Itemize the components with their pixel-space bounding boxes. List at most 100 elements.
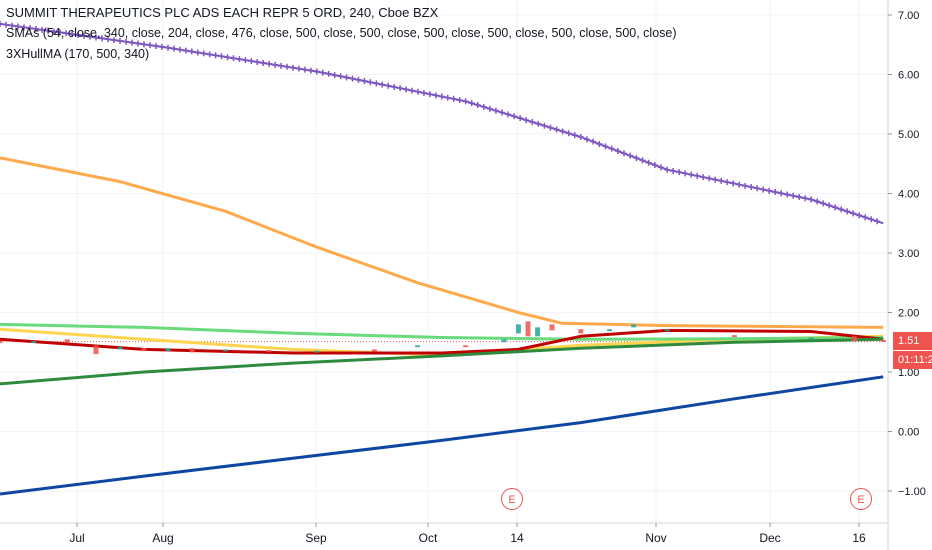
candle[interactable] <box>64 339 70 343</box>
series-cross-marker <box>414 88 421 95</box>
series-cross-marker <box>444 94 451 101</box>
series-cross-marker <box>547 124 554 131</box>
time-axis-label[interactable]: Nov <box>645 531 666 545</box>
time-axis-label[interactable]: Jul <box>69 531 84 545</box>
series-cross-marker <box>682 170 689 177</box>
time-axis-label[interactable]: Oct <box>419 531 438 545</box>
price-axis-label[interactable]: 2.00 <box>898 308 919 320</box>
candle[interactable] <box>549 324 555 331</box>
series-cross-marker <box>200 50 207 57</box>
series-cross-marker <box>492 107 499 114</box>
series-cross-marker <box>633 155 640 162</box>
time-axis-label[interactable]: Aug <box>152 531 173 545</box>
time-axis-label[interactable]: Dec <box>759 531 780 545</box>
candle[interactable] <box>93 345 99 355</box>
earnings-marker-oct[interactable]: E <box>501 488 523 510</box>
series-cross-marker <box>278 62 285 69</box>
last-price-tag: 1.51 <box>893 332 932 350</box>
price-axis-label[interactable]: 7.00 <box>898 10 919 22</box>
candle[interactable] <box>223 349 229 352</box>
series-cross-marker <box>403 86 410 93</box>
candle[interactable] <box>880 339 886 342</box>
series-cross-marker <box>844 208 851 215</box>
candle[interactable] <box>165 348 171 352</box>
price-axis-label[interactable]: 5.00 <box>898 129 919 141</box>
price-axis-label[interactable]: 4.00 <box>898 189 919 201</box>
series-line-1[interactable] <box>0 156 884 329</box>
candle[interactable] <box>463 345 469 348</box>
series-cross-marker <box>409 87 416 94</box>
candle[interactable] <box>578 329 584 334</box>
price-axis-label[interactable]: 0.00 <box>898 427 919 439</box>
series-cross-marker <box>608 145 615 152</box>
series-cross-marker <box>664 166 671 173</box>
series-cross-marker <box>218 53 225 60</box>
series-cross-marker <box>486 105 493 112</box>
price-axis-label[interactable]: 1.00 <box>898 367 919 379</box>
series-cross-marker <box>426 91 433 98</box>
earnings-marker-dec[interactable]: E <box>850 488 872 510</box>
time-axis-label[interactable]: 14 <box>510 531 524 545</box>
candle[interactable] <box>607 329 613 332</box>
candle[interactable] <box>851 336 857 342</box>
series-cross-marker <box>874 218 881 225</box>
series-cross-marker <box>450 95 457 102</box>
candle[interactable] <box>808 337 814 340</box>
series-cross-marker <box>188 48 195 55</box>
price-axis-label[interactable]: −1.00 <box>898 486 926 498</box>
series-cross-marker <box>772 189 779 196</box>
sma-indicator-label[interactable]: SMAs (54, close, 340, close, 204, close,… <box>6 26 677 40</box>
time-axis-label[interactable]: 16 <box>852 531 866 545</box>
bar-countdown-tag: 01:11:2 <box>893 351 932 369</box>
candle[interactable] <box>501 339 507 343</box>
series-cross-marker <box>236 56 243 63</box>
series-cross-marker <box>724 179 731 186</box>
hull-ma-indicator-label[interactable]: 3XHullMA (170, 500, 340) <box>6 47 150 61</box>
candle[interactable] <box>0 341 3 344</box>
series-cross-marker <box>718 177 725 184</box>
series-cross-marker <box>99 35 105 42</box>
series-line-5[interactable] <box>0 337 884 386</box>
series-cross-marker <box>313 68 320 75</box>
candle[interactable] <box>117 347 123 350</box>
candle[interactable] <box>371 349 377 352</box>
price-axis-label[interactable]: 3.00 <box>898 248 919 260</box>
series-cross-marker <box>462 98 469 105</box>
candle[interactable] <box>535 327 541 337</box>
series-cross-marker <box>505 111 512 118</box>
candle[interactable] <box>415 345 421 348</box>
candle[interactable] <box>525 321 531 337</box>
series-cross-marker <box>117 37 123 44</box>
candle[interactable] <box>141 348 147 352</box>
series-cross-marker <box>868 216 875 223</box>
candle[interactable] <box>314 350 320 353</box>
series-cross-marker <box>165 44 171 51</box>
series-cross-marker <box>266 60 273 67</box>
candle[interactable] <box>515 324 521 334</box>
series-line-6[interactable] <box>0 375 884 496</box>
candle[interactable] <box>731 335 737 338</box>
candle[interactable] <box>664 329 670 332</box>
candle[interactable] <box>31 341 37 344</box>
series-cross-marker <box>301 66 308 73</box>
series-line-3[interactable] <box>0 322 884 341</box>
series-cross-marker <box>706 175 713 182</box>
series-cross-marker <box>337 73 344 80</box>
symbol-title[interactable]: SUMMIT THERAPEUTICS PLC ADS EACH REPR 5 … <box>6 5 439 20</box>
time-axis-label[interactable]: Sep <box>305 531 327 545</box>
price-axis-label[interactable]: 6.00 <box>898 70 919 82</box>
candle[interactable] <box>631 324 637 328</box>
series-cross-marker <box>511 113 518 120</box>
series-cross-marker <box>838 206 845 213</box>
series-cross-marker <box>123 38 129 45</box>
series-cross-marker <box>3 21 9 28</box>
series-cross-marker <box>529 118 536 125</box>
candle[interactable] <box>266 349 272 352</box>
series-cross-marker <box>754 185 761 192</box>
series-cross-marker <box>802 195 809 202</box>
candle[interactable] <box>189 348 195 353</box>
series-cross-marker <box>645 159 652 166</box>
series-cross-marker <box>730 180 737 187</box>
series-cross-marker <box>583 136 590 143</box>
